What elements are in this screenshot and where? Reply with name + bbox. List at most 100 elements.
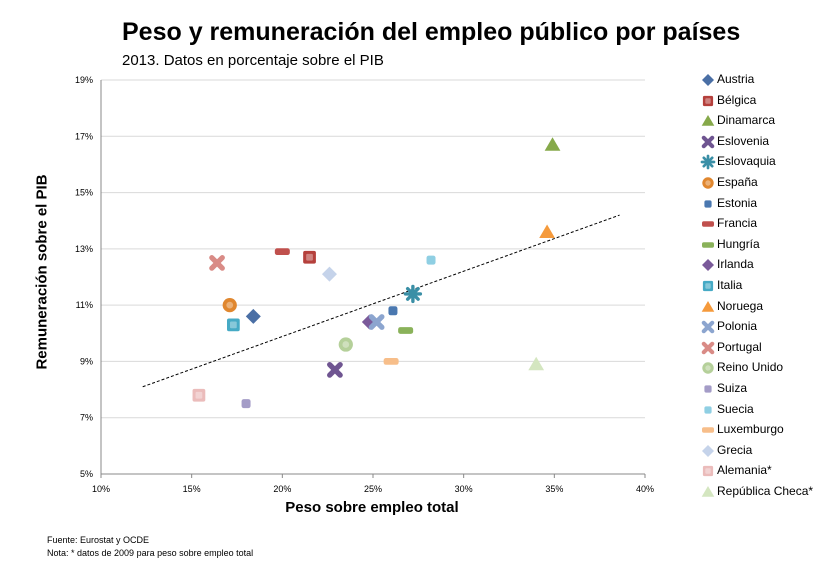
data-point	[528, 356, 545, 371]
x-tick-label: 25%	[364, 484, 382, 494]
legend-label: Eslovenia	[717, 133, 770, 148]
data-point	[338, 337, 353, 352]
y-tick-label: 5%	[80, 469, 93, 479]
legend-label: Eslovaquia	[717, 154, 776, 169]
legend-item: Bélgica	[700, 91, 835, 112]
legend-item: Francia	[700, 214, 835, 235]
y-axis-label-text: Remuneración sobre el PIB	[33, 174, 51, 370]
y-tick-label: 9%	[80, 356, 93, 366]
legend-marker-shape	[702, 444, 714, 457]
legend-label: Dinamarca	[717, 113, 776, 128]
legend-marker-shape	[700, 155, 716, 170]
legend-label: Luxemburgo	[717, 422, 784, 437]
legend-item: República Checa*	[700, 482, 835, 503]
legend-item: Eslovaquia	[700, 152, 835, 173]
legend-item: Luxemburgo	[700, 420, 835, 441]
legend-marker	[701, 341, 715, 355]
legend-item: Eslovenia	[700, 132, 835, 153]
legend-marker	[702, 177, 714, 189]
legend-marker-shape	[701, 485, 715, 497]
legend-item: Estonia	[700, 194, 835, 215]
legend-marker	[702, 427, 714, 433]
y-tick-label: 7%	[80, 413, 93, 423]
legend-item: Irlanda	[700, 255, 835, 276]
legend-label: Alemania*	[717, 463, 772, 478]
data-point	[383, 358, 399, 365]
x-tick-label: 20%	[273, 484, 291, 494]
legend-marker	[704, 199, 712, 208]
legend-marker-shape	[701, 341, 715, 355]
legend-label: Grecia	[717, 442, 753, 457]
legend-marker-shape	[702, 466, 714, 477]
legend-label: República Checa*	[717, 483, 814, 498]
x-tick-label: 40%	[636, 484, 654, 494]
legend-marker-shape	[704, 405, 712, 414]
legend-label: Italia	[717, 277, 743, 292]
legend-marker-shape	[702, 242, 714, 248]
legend-marker-shape	[702, 221, 714, 227]
data-point	[426, 255, 436, 265]
x-tick-label: 15%	[183, 484, 201, 494]
legend-marker	[702, 242, 714, 248]
legend-marker-shape	[702, 427, 714, 433]
chart-title: Peso y remuneración del empleo público p…	[122, 18, 741, 46]
legend-label: Reino Unido	[717, 360, 784, 375]
legend-marker	[702, 74, 714, 86]
legend-marker-shape	[701, 115, 715, 126]
legend-label: Irlanda	[717, 257, 754, 272]
legend-marker	[702, 362, 714, 375]
data-point	[192, 388, 206, 402]
data-point	[544, 137, 561, 151]
legend-label: Bélgica	[717, 92, 757, 107]
data-point	[303, 250, 316, 264]
legend-item: Suiza	[700, 379, 835, 400]
legend-marker	[702, 466, 714, 477]
data-point	[321, 266, 337, 282]
legend-marker	[702, 259, 714, 272]
data-point	[209, 255, 225, 271]
legend-item: Suecia	[700, 400, 835, 421]
x-tick-label: 30%	[455, 484, 473, 494]
data-point	[327, 361, 343, 378]
legend-marker	[702, 280, 714, 292]
legend-marker-shape	[702, 280, 714, 292]
legend-item: España	[700, 173, 835, 194]
footer-source: Fuente: Eurostat y OCDE	[47, 535, 150, 545]
y-tick-label: 17%	[75, 131, 93, 141]
data-point	[274, 248, 290, 256]
legend-marker-shape	[702, 259, 714, 272]
legend-item: Noruega	[700, 297, 835, 318]
legend-item: Alemania*	[700, 461, 835, 482]
legend-marker	[702, 444, 714, 457]
legend-item: Reino Unido	[700, 358, 835, 379]
footer-note: Nota: * datos de 2009 para peso sobre em…	[47, 548, 254, 558]
legend-label: Portugal	[717, 339, 762, 354]
legend-marker-shape	[702, 95, 714, 106]
x-tick-label: 35%	[545, 484, 563, 494]
legend: Austria Bélgica Dinamarca Eslovenia Eslovaqu…	[700, 70, 835, 502]
trendline	[142, 214, 620, 388]
data-point	[539, 224, 555, 238]
legend-label: Estonia	[717, 195, 758, 210]
legend-marker	[702, 95, 714, 106]
legend-marker-shape	[702, 74, 714, 86]
legend-label: Hungría	[717, 236, 760, 251]
legend-label: España	[717, 174, 758, 189]
data-point	[398, 327, 414, 334]
legend-label: Noruega	[717, 298, 764, 313]
data-point	[245, 308, 261, 324]
legend-marker-shape	[701, 135, 715, 149]
legend-marker-shape	[701, 300, 715, 312]
y-tick-label: 13%	[75, 244, 93, 254]
data-point	[368, 314, 385, 330]
legend-label: Suecia	[717, 401, 754, 416]
legend-item: Polonia	[700, 317, 835, 338]
legend-marker	[702, 221, 714, 227]
y-tick-label: 19%	[75, 75, 93, 85]
legend-marker-shape	[704, 199, 712, 208]
legend-marker	[701, 320, 715, 334]
legend-marker	[701, 115, 715, 126]
legend-marker	[701, 135, 715, 149]
x-tick-label: 10%	[92, 484, 110, 494]
